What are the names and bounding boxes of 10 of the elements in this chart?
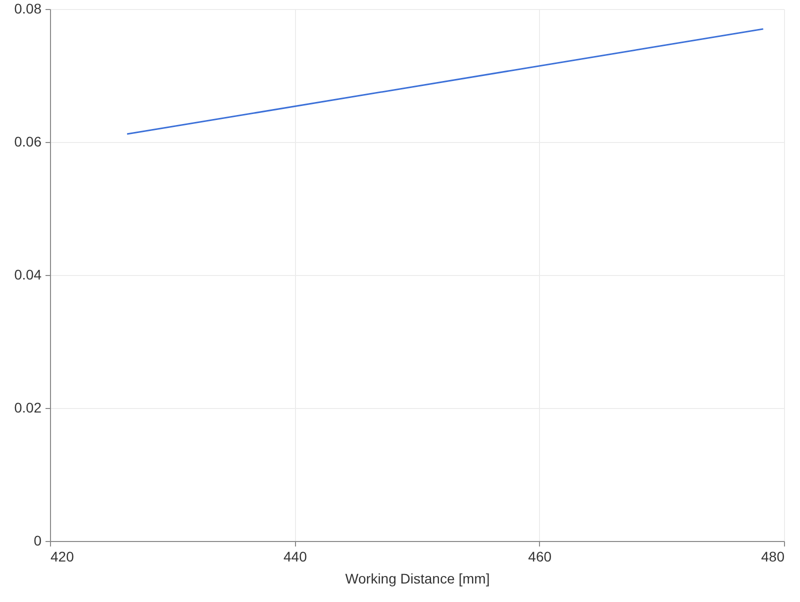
x-tick-label: 440 <box>283 548 308 564</box>
x-tick-label: 480 <box>761 548 785 564</box>
y-tick-label: 0.04 <box>14 266 42 282</box>
x-tick-label: 420 <box>50 548 74 564</box>
y-tick-label: 0 <box>34 532 42 548</box>
y-tick-label: 0.08 <box>14 0 42 16</box>
y-tick-label: 0.06 <box>14 134 42 150</box>
x-tick-label: 460 <box>528 548 552 564</box>
y-tick-label: 0.02 <box>14 400 42 416</box>
x-axis-title: Working Distance [mm] <box>345 570 490 586</box>
